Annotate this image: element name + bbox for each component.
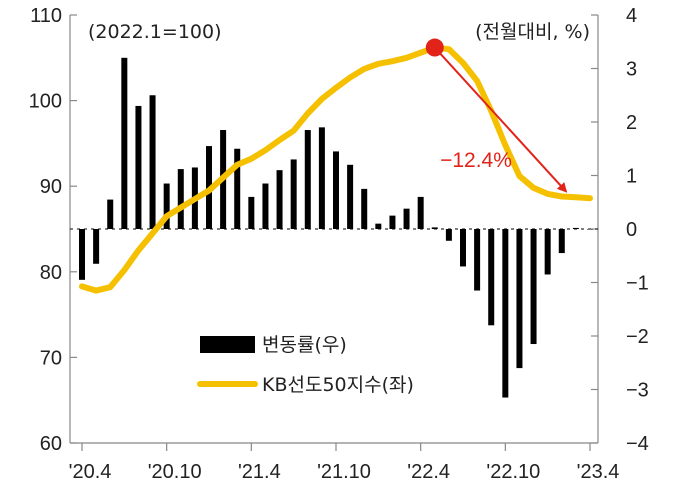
- left-tick-label: 60: [40, 433, 62, 455]
- right-tick-label: −1: [626, 273, 649, 295]
- change-rate-bar: [248, 196, 255, 229]
- x-tick-label: '20.4: [69, 461, 112, 483]
- change-rate-bar: [262, 183, 269, 229]
- change-rate-bar: [389, 215, 396, 229]
- change-rate-bar: [333, 151, 339, 229]
- left-tick-label: 70: [40, 347, 62, 369]
- change-rate-bar: [290, 159, 297, 229]
- decline-label: −12.4%: [440, 149, 512, 172]
- x-tick-label: '23.4: [577, 461, 620, 483]
- change-rate-bar: [318, 127, 325, 229]
- legend-bar-label: 변동률(우): [262, 334, 347, 356]
- right-tick-label: 1: [626, 166, 637, 188]
- change-rate-bar: [460, 229, 466, 267]
- change-rate-bar: [558, 229, 565, 254]
- x-tick-label: '21.4: [238, 461, 281, 483]
- legend: 변동률(우) KB선도50지수(좌): [197, 334, 414, 396]
- decline-annotation: −12.4%: [425, 38, 568, 193]
- right-tick-label: −2: [626, 326, 649, 348]
- axes: 60 70 80 90 100 110 −4 −3 −2 −1 0 1 2 3 4 '20.4 '20.10 '2…: [29, 5, 649, 483]
- change-rate-bar: [375, 223, 382, 229]
- change-rate-bar: [304, 130, 311, 229]
- change-rate-bar: [572, 227, 579, 229]
- change-rate-bar: [544, 229, 551, 275]
- right-tick-label: 2: [626, 112, 637, 134]
- change-rate-bar: [502, 229, 509, 398]
- legend-bar-swatch: [200, 336, 255, 353]
- right-axis-note: (전월대비, %): [475, 21, 590, 43]
- change-rate-bar: [149, 95, 156, 229]
- change-rate-bar: [361, 188, 368, 229]
- change-rate-bar: [445, 229, 452, 241]
- change-rate-bar: [417, 196, 424, 229]
- peak-marker: [425, 38, 444, 57]
- change-rate-bar: [474, 229, 481, 291]
- change-rate-bar: [516, 229, 523, 369]
- right-tick-label: −4: [626, 433, 649, 455]
- change-rate-bar: [107, 199, 114, 229]
- right-tick-label: −3: [626, 380, 649, 402]
- change-rate-bar: [587, 229, 593, 230]
- change-rate-bar: [135, 105, 142, 229]
- change-rate-bar: [163, 183, 170, 229]
- left-axis-note: (2022.1=100): [88, 21, 222, 43]
- kb-index-line-path: [79, 44, 593, 294]
- change-rate-bar: [276, 170, 283, 229]
- change-rate-bar: [121, 57, 128, 229]
- change-rate-bar: [93, 229, 100, 264]
- change-rate-bar: [403, 208, 410, 229]
- x-tick-label: '22.4: [407, 461, 450, 483]
- right-tick-label: 4: [626, 5, 637, 27]
- change-rate-bar: [488, 229, 495, 326]
- decline-arrow: [434, 46, 568, 193]
- right-tick-label: 3: [626, 59, 637, 81]
- x-tick-label: '20.10: [148, 461, 202, 483]
- change-rate-bar: [177, 169, 184, 229]
- x-tick-label: '21.10: [317, 461, 371, 483]
- change-rate-bar: [431, 227, 438, 229]
- right-tick-label: 0: [626, 219, 637, 241]
- legend-line-label: KB선도50지수(좌): [262, 374, 414, 396]
- x-tick-label: '22.10: [486, 461, 540, 483]
- change-rate-bar: [347, 164, 354, 229]
- change-rate-bar: [79, 229, 85, 280]
- left-tick-label: 110: [30, 5, 62, 27]
- left-tick-label: 100: [29, 91, 62, 113]
- change-rate-bar: [530, 229, 537, 345]
- left-tick-label: 90: [40, 176, 62, 198]
- left-tick-label: 80: [40, 262, 62, 284]
- kb-index-line: [79, 44, 593, 294]
- change-rate-bar: [234, 148, 241, 229]
